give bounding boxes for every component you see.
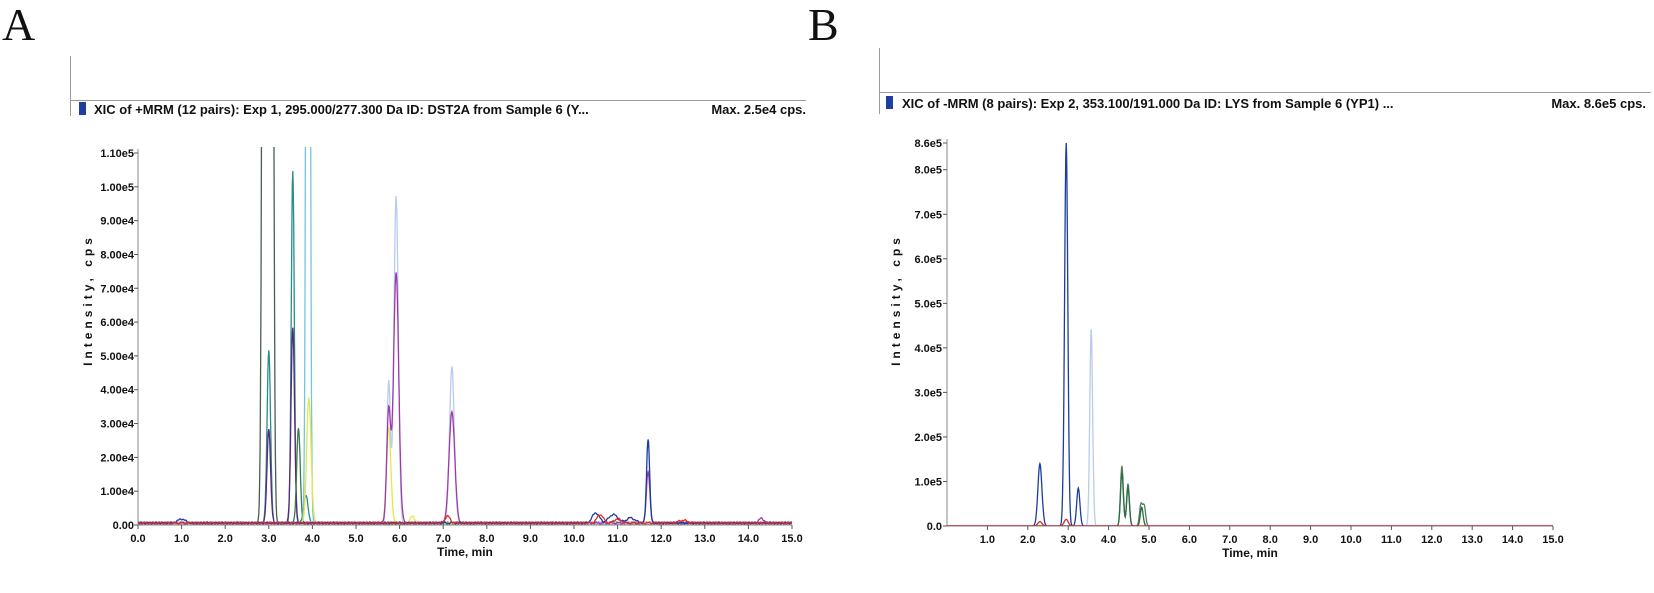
chart-b-y-tick-label: 3.0e5 (914, 387, 942, 399)
chart-b-x-tick-label: 7.0 (1222, 534, 1237, 546)
chart-a-y-tick-label: 3.00e4 (100, 419, 135, 431)
chart-a-x-tick-label: 12.0 (650, 533, 671, 545)
chart-a-y-tick-label: 1.10e5 (100, 148, 134, 160)
chart-a-series-line (138, 327, 792, 525)
chart-a-x-tick-label: 3.0 (261, 533, 276, 545)
chart-a-x-tick-label: 8.0 (479, 533, 494, 545)
chart-b-x-tick-label: 12.0 (1421, 534, 1442, 546)
chart-a-series-line (138, 147, 792, 525)
chart-a-y-tick-label: 9.00e4 (100, 216, 135, 228)
panel-b-letter: B (808, 0, 839, 50)
chart-b-series-line (947, 142, 1553, 526)
chart-a-series-line (138, 514, 792, 525)
chart-b-y-tick-label: 7.0e5 (914, 209, 942, 221)
chart-b-x-tick-label: 6.0 (1182, 534, 1197, 546)
chart-b-x-tick-label: 13.0 (1461, 534, 1482, 546)
chart-a-x-tick-label: 15.0 (781, 533, 802, 545)
panel-a-letter: A (2, 0, 36, 50)
chart-b-x-tick-label: 4.0 (1101, 534, 1116, 546)
chart-a-y-tick-label: 7.00e4 (100, 283, 135, 295)
chart-b-x-axis-label: Time, min (1222, 546, 1278, 560)
chart-b-x-tick-label: 14.0 (1502, 534, 1523, 546)
panel-a-frame-top (70, 100, 806, 101)
chart-a-y-tick-label: 1.00e5 (100, 182, 134, 194)
chart-a-series-line (138, 439, 792, 525)
chart-b-y-tick-label: 6.0e5 (914, 254, 942, 266)
chart-a-x-tick-label: 10.0 (563, 533, 584, 545)
chart-a-x-tick-label: 6.0 (392, 533, 407, 545)
chart-b-x-tick-label: 10.0 (1340, 534, 1361, 546)
chart-b-x-tick-label: 11.0 (1381, 534, 1402, 546)
chart-a-y-tick-label: 4.00e4 (100, 385, 135, 397)
chart-a-y-tick-label: 6.00e4 (100, 317, 135, 329)
panel-a-series-marker (79, 102, 86, 115)
chart-a-series-line (138, 397, 792, 525)
chart-a-x-tick-label: 9.0 (523, 533, 538, 545)
chart-a-x-axis-label: Time, min (437, 545, 493, 559)
chart-a-x-tick-label: 14.0 (738, 533, 759, 545)
panel-b-max: Max. 8.6e5 cps. (1551, 96, 1646, 111)
chart-b-y-tick-label: 8.0e5 (914, 165, 942, 177)
chart-b-y-tick-label: 1.0e5 (914, 476, 942, 488)
chart-a-series-line (138, 195, 792, 525)
chart-a-x-tick-label: 13.0 (694, 533, 715, 545)
chart-b-x-tick-label: 8.0 (1263, 534, 1278, 546)
chart-a-x-tick-label: 7.0 (436, 533, 451, 545)
chart-b-y-tick-label: 2.0e5 (914, 432, 942, 444)
chart-a-series-line (138, 428, 792, 525)
chart-a-x-tick-label: 4.0 (305, 533, 320, 545)
chart-a-x-tick-label: 5.0 (348, 533, 363, 545)
chart-b-x-tick-label: 5.0 (1141, 534, 1156, 546)
panel-b-frame-left (879, 48, 880, 114)
panel-a-frame-left (70, 56, 71, 116)
chart-a-y-tick-label: 1.00e4 (100, 486, 135, 498)
chart-a-y-tick-label: 2.00e4 (100, 452, 135, 464)
chart-b-y-tick-label: 4.0e5 (914, 343, 942, 355)
chart-a-series-line (138, 170, 792, 525)
chart-a-x-tick-label: 11.0 (607, 533, 628, 545)
panel-a-header: XIC of +MRM (12 pairs): Exp 1, 295.000/2… (94, 102, 589, 117)
panel-b-series-marker (886, 96, 893, 109)
chart-a-y-tick-label: 0.00 (113, 520, 134, 532)
chart-b-y-tick-label: 8.6e5 (914, 138, 942, 150)
chart-a-y-tick-label: 8.00e4 (100, 249, 135, 261)
panel-b-header: XIC of -MRM (8 pairs): Exp 2, 353.100/19… (902, 96, 1394, 111)
chart-b-x-tick-label: 9.0 (1303, 534, 1318, 546)
chart-a-series-line (138, 272, 792, 525)
chart-a-x-tick-label: 1.0 (174, 533, 189, 545)
chart-b-y-tick-label: 0.0 (927, 521, 942, 533)
chart-a-y-axis-label: Intensity, cps (81, 234, 95, 366)
panel-b-frame-top (879, 92, 1651, 93)
chart-a-x-tick-label: 0.0 (130, 533, 145, 545)
chart-b-y-axis-label: Intensity, cps (889, 234, 903, 366)
chart-a-y-tick-label: 5.00e4 (100, 351, 135, 363)
chart-a-series-line (138, 147, 792, 525)
chart-a-x-tick-label: 2.0 (218, 533, 233, 545)
chart-b-x-tick-label: 3.0 (1061, 534, 1076, 546)
chart-b-x-tick-label: 1.0 (980, 534, 995, 546)
chart-b-series-line (947, 518, 1553, 526)
chart-b-x-tick-label: 2.0 (1020, 534, 1035, 546)
panel-a-max: Max. 2.5e4 cps. (711, 102, 806, 117)
chart-b-x-tick-label: 15.0 (1542, 534, 1563, 546)
chart-b-y-tick-label: 5.0e5 (914, 298, 942, 310)
